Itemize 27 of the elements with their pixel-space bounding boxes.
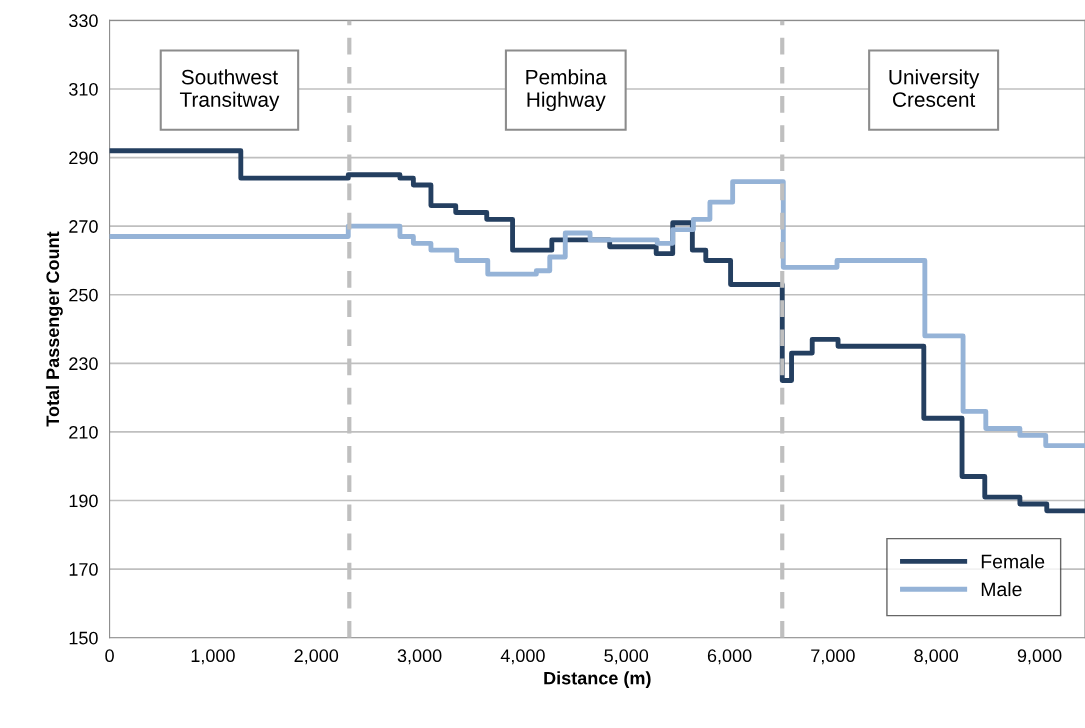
- y-tick-label: 190: [69, 494, 98, 508]
- y-tick-label: 310: [69, 82, 98, 96]
- y-tick-label: 250: [69, 288, 98, 302]
- y-tick-label: 230: [69, 357, 98, 371]
- y-tick-label: 330: [69, 14, 98, 28]
- y-tick-label: 150: [69, 631, 98, 645]
- x-axis-title: Distance (m): [544, 671, 651, 689]
- x-tick-label: 2,000: [294, 649, 339, 665]
- annotation: Southwest Transitway: [179, 69, 280, 112]
- y-axis-title: Total Passenger Count: [45, 231, 63, 427]
- x-tick-label: 0: [105, 649, 114, 663]
- x-tick-label: 6,000: [707, 649, 752, 665]
- x-tick-label: 4,000: [500, 649, 545, 665]
- legend-label: Female: [981, 554, 1045, 569]
- x-tick-label: 9,000: [1017, 649, 1062, 665]
- x-tick-label: 8,000: [914, 649, 959, 665]
- y-tick-label: 170: [69, 563, 98, 576]
- y-tick-label: 210: [69, 425, 98, 439]
- y-tick-label: 270: [69, 220, 98, 233]
- x-tick-label: 1,000: [191, 649, 235, 665]
- x-tick-label: 3,000: [397, 649, 442, 665]
- legend-label: Male: [981, 581, 1022, 597]
- x-tick-label: 5,000: [604, 649, 649, 665]
- annotation: Pembina Highway: [526, 69, 607, 112]
- y-tick-label: 290: [69, 151, 98, 165]
- annotation: University Crescent: [889, 69, 980, 107]
- x-tick-label: 7,000: [811, 649, 855, 665]
